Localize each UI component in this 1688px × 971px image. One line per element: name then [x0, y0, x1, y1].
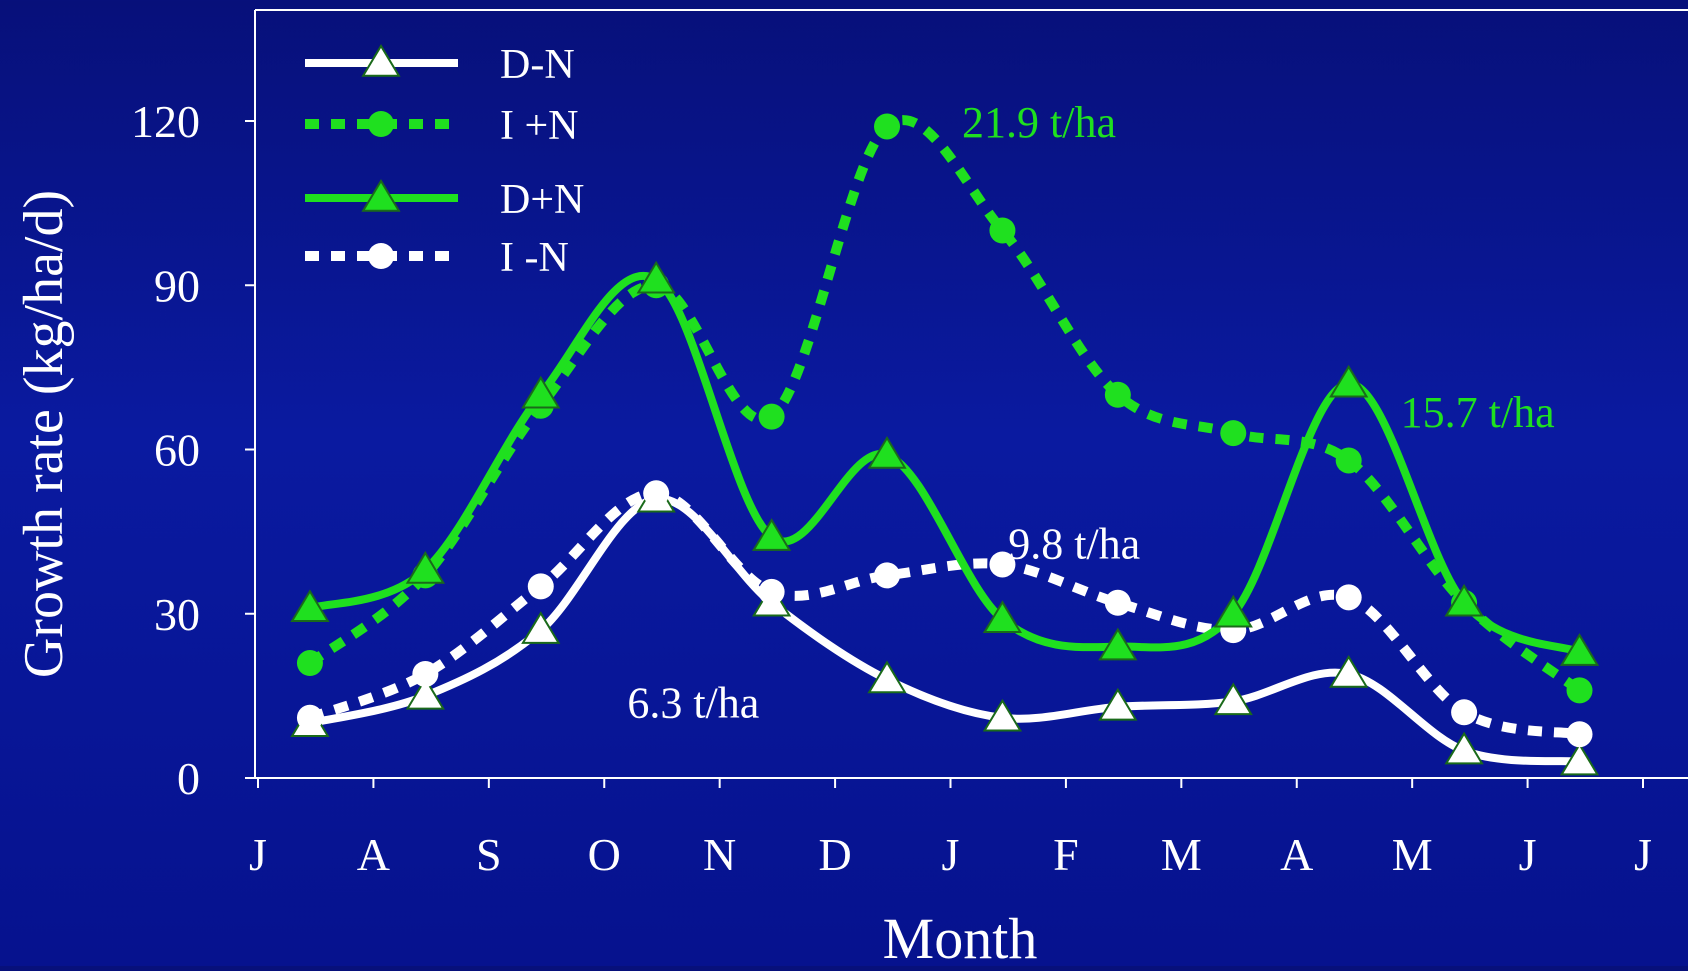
- data-point-dn: [867, 660, 907, 694]
- data-point-dn: [290, 589, 330, 623]
- legend-marker-dn: [361, 44, 401, 77]
- data-point-dn: [1559, 742, 1600, 776]
- data-point-dn: [982, 600, 1023, 633]
- data-point-in: [758, 578, 785, 605]
- data-point-dn: [1098, 687, 1138, 721]
- data-point-dn: [982, 698, 1023, 732]
- legend-label-in: I -N: [500, 235, 569, 281]
- data-point-dn: [867, 436, 907, 469]
- y-tick-label: 120: [131, 96, 200, 147]
- legend-label-in: I +N: [500, 103, 579, 149]
- legend: D-N I +N D+N I -N: [305, 42, 584, 281]
- x-tick-label: D: [818, 829, 851, 880]
- x-tick-label: M: [1392, 829, 1433, 880]
- data-point-dn: [1329, 655, 1369, 688]
- y-tick-label: 30: [154, 589, 200, 640]
- data-point-in: [1220, 420, 1247, 447]
- data-point-dn: [521, 375, 561, 409]
- data-point-dn: [1444, 731, 1484, 765]
- annotation-layer: 21.9 t/ha 15.7 t/ha 9.8 t/ha 6.3 t/ha: [627, 98, 1554, 727]
- y-tick-label: 90: [154, 260, 200, 311]
- data-point-dn: [1444, 583, 1484, 617]
- x-tick-label: S: [476, 829, 502, 880]
- data-point-dn: [521, 611, 561, 644]
- legend-marker-dn: [361, 179, 401, 212]
- data-point-in: [1335, 447, 1362, 474]
- x-tick-label: O: [588, 829, 621, 880]
- data-point-in: [412, 660, 439, 687]
- y-tick-label: 60: [154, 425, 200, 476]
- data-point-dn: [636, 260, 676, 294]
- x-tick-label: J: [1519, 829, 1537, 880]
- series-line-in: [308, 488, 1581, 740]
- annotation-label: 9.8 t/ha: [1008, 520, 1140, 569]
- data-point-in: [1566, 677, 1593, 704]
- data-point-in: [758, 403, 785, 430]
- data-point-dn: [1213, 594, 1253, 628]
- x-tick-label: F: [1053, 829, 1079, 880]
- data-point-dn: [751, 518, 792, 551]
- x-axis-label: Month: [883, 906, 1038, 966]
- series-line-dn: [308, 272, 1582, 656]
- markers-layer: [290, 113, 1600, 776]
- x-tick-label: J: [942, 829, 960, 880]
- y-axis-label: Growth rate (kg/ha/d): [13, 190, 75, 678]
- x-tick-label: M: [1161, 829, 1202, 880]
- axes-layer: 0 30 60 90 120 J A S O N D J F M A M J J Month Growth rate …: [13, 9, 1688, 971]
- data-point-in: [874, 562, 901, 589]
- data-point-in: [1335, 584, 1362, 611]
- legend-marker-in: [368, 111, 394, 137]
- legend-marker-in: [368, 243, 394, 269]
- data-point-dn: [405, 676, 445, 710]
- data-point-dn: [1559, 633, 1600, 666]
- x-tick-label: J: [1634, 829, 1652, 880]
- data-point-in: [1104, 589, 1131, 616]
- data-point-in: [1451, 699, 1478, 726]
- data-point-in: [296, 704, 323, 731]
- data-point-in: [296, 650, 323, 677]
- x-tick-label: A: [357, 829, 390, 880]
- legend-label-dn: D-N: [500, 42, 575, 88]
- data-point-in: [643, 480, 670, 507]
- data-point-dn: [405, 551, 445, 584]
- data-point-in: [989, 217, 1016, 244]
- x-tick-label: J: [249, 829, 267, 880]
- legend-label-dn: D+N: [500, 177, 584, 223]
- data-point-dn: [1329, 364, 1369, 398]
- annotation-label: 6.3 t/ha: [627, 678, 759, 727]
- y-tick-label: 0: [177, 753, 200, 804]
- data-point-in: [527, 573, 554, 600]
- x-tick-label: N: [703, 829, 736, 880]
- data-point-in: [1104, 381, 1131, 408]
- x-tick-label: A: [1280, 829, 1313, 880]
- annotation-label: 15.7 t/ha: [1401, 388, 1555, 437]
- data-point-in: [1566, 721, 1593, 748]
- data-point-in: [874, 113, 901, 140]
- annotation-label: 21.9 t/ha: [962, 98, 1116, 147]
- data-point-dn: [1213, 682, 1253, 716]
- data-point-in: [989, 551, 1016, 578]
- data-point-dn: [1098, 627, 1138, 661]
